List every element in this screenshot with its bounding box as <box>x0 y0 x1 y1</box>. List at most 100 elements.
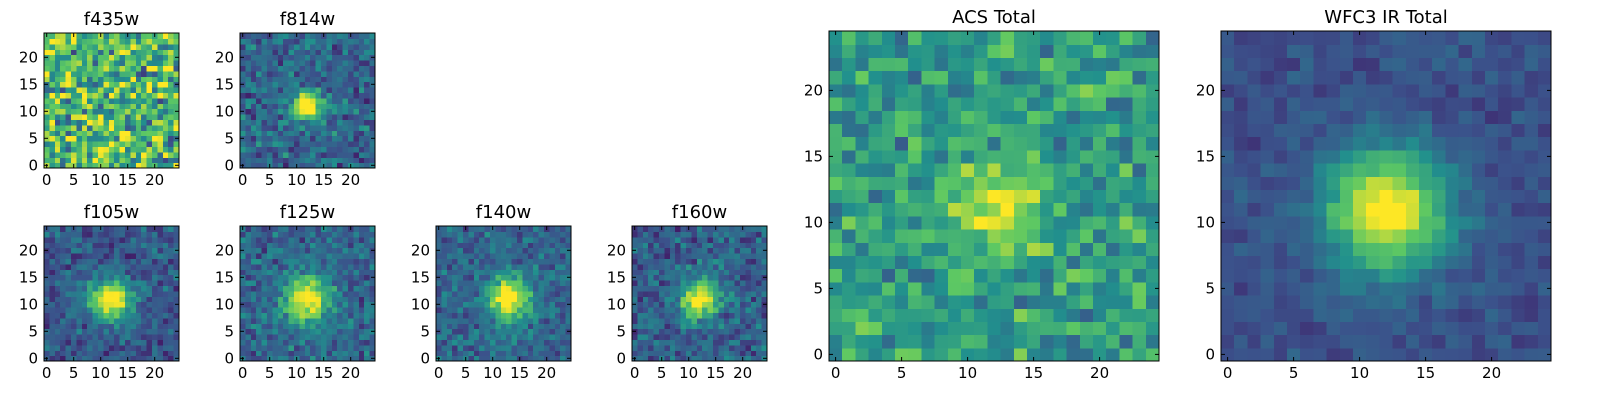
heatmap-cell <box>87 269 94 276</box>
heatmap-cell <box>1432 163 1446 177</box>
heatmap-cell <box>441 290 448 297</box>
heatmap-cell <box>44 253 50 259</box>
heatmap-cell <box>119 76 126 83</box>
heatmap-cell <box>506 269 513 276</box>
heatmap-cell <box>1079 295 1094 309</box>
heatmap-cell <box>299 231 306 238</box>
heatmap-cell <box>479 323 486 330</box>
heatmap-cell <box>54 97 61 104</box>
heatmap-cell <box>713 317 719 324</box>
heatmap-cell <box>686 242 692 249</box>
heatmap-cell <box>921 347 936 362</box>
heatmap-cell <box>1079 281 1094 296</box>
heatmap-cell <box>98 141 104 147</box>
x-tick-label: 15 <box>314 171 333 189</box>
heatmap-cell <box>463 274 469 281</box>
heatmap-cell <box>272 97 279 104</box>
heatmap-cell <box>108 274 115 281</box>
heatmap-cell <box>272 130 279 137</box>
heatmap-cell <box>881 149 896 164</box>
heatmap-cell <box>1300 334 1314 349</box>
heatmap-cell <box>745 236 752 243</box>
heatmap-cell <box>1287 281 1301 296</box>
heatmap-cell <box>565 253 572 259</box>
heatmap-cell <box>76 339 83 346</box>
heatmap-cell <box>146 355 153 362</box>
heatmap-cell <box>60 307 67 313</box>
heatmap-cell <box>1273 176 1288 190</box>
heatmap-cell <box>114 60 121 66</box>
heatmap-cell <box>1000 97 1015 111</box>
heatmap-cell <box>173 339 180 346</box>
heatmap-cell <box>272 312 279 319</box>
heatmap-cell <box>457 258 464 265</box>
heatmap-cell <box>250 290 257 297</box>
heatmap-cell <box>240 290 246 297</box>
heatmap-cell <box>54 344 61 351</box>
y-tick-label: 5 <box>28 322 38 340</box>
heatmap-cell <box>517 263 523 270</box>
heatmap-cell <box>342 339 349 346</box>
heatmap-cell <box>1066 295 1081 309</box>
heatmap-cell <box>283 334 290 340</box>
heatmap-cell <box>245 33 252 39</box>
heatmap-cell <box>119 263 126 270</box>
heatmap-cell <box>696 247 703 254</box>
heatmap-cell <box>729 231 736 238</box>
heatmap-cell <box>162 339 169 346</box>
heatmap-cell <box>1326 347 1341 362</box>
heatmap-cell <box>675 328 682 335</box>
heatmap-cell <box>54 76 61 83</box>
heatmap-cell <box>522 285 529 292</box>
heatmap-cell <box>272 60 279 66</box>
heatmap-cell <box>81 301 88 308</box>
heatmap-cell <box>1458 163 1473 177</box>
heatmap-cell <box>686 290 692 297</box>
heatmap-cell <box>331 334 338 340</box>
heatmap-cell <box>44 130 50 137</box>
heatmap-cell <box>1093 334 1107 349</box>
heatmap-cell <box>44 157 50 164</box>
heatmap-cell <box>162 33 169 39</box>
heatmap-cell <box>157 263 164 270</box>
heatmap-cell <box>468 236 475 243</box>
heatmap-cell <box>135 280 142 286</box>
heatmap-cell <box>342 103 349 110</box>
heatmap-cell <box>506 263 513 270</box>
heatmap-cell <box>1066 31 1081 45</box>
heatmap-cell <box>974 163 988 177</box>
heatmap-cell <box>908 242 922 256</box>
heatmap-cell <box>135 92 142 99</box>
heatmap-cell <box>267 274 273 281</box>
heatmap-cell <box>76 60 83 66</box>
heatmap-cell <box>54 162 61 169</box>
heatmap-cell <box>1458 281 1473 296</box>
heatmap-cell <box>288 231 295 238</box>
heatmap-cell <box>364 323 371 330</box>
heatmap-cell <box>348 60 354 66</box>
heatmap-cell <box>353 355 360 362</box>
heatmap-cell <box>506 290 513 297</box>
heatmap-cell <box>108 87 115 93</box>
heatmap-cell <box>1106 281 1120 296</box>
heatmap-cell <box>130 236 137 243</box>
heatmap-cell <box>517 296 523 303</box>
heatmap-cell <box>141 135 148 142</box>
heatmap-cell <box>98 317 104 324</box>
heatmap-cell <box>76 146 83 153</box>
heatmap-cell <box>76 33 83 39</box>
heatmap-cell <box>152 247 158 254</box>
heatmap-cell <box>256 49 263 56</box>
heatmap-cell <box>240 323 246 330</box>
heatmap-cell <box>250 157 257 164</box>
heatmap-cell <box>250 280 257 286</box>
heatmap-cell <box>637 355 644 362</box>
heatmap-cell <box>288 307 295 313</box>
heatmap-cell <box>517 274 523 281</box>
heatmap-cell <box>1405 347 1420 362</box>
heatmap-cell <box>162 307 169 313</box>
heatmap-cell <box>342 124 349 131</box>
heatmap-cell <box>974 136 988 151</box>
heatmap-cell <box>60 236 67 243</box>
heatmap-cell <box>1234 295 1248 309</box>
